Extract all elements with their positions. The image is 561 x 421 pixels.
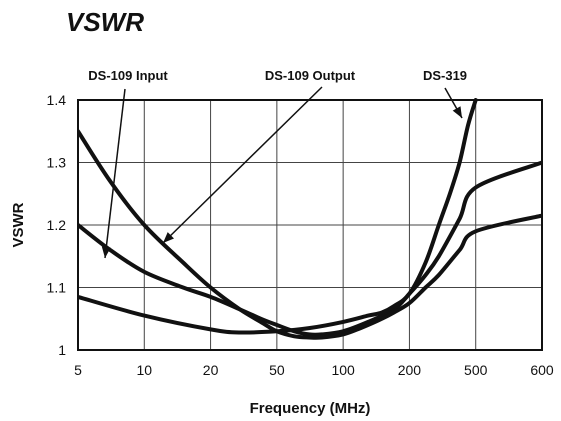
grid <box>78 100 542 350</box>
x-tick-label: 100 <box>331 362 355 378</box>
x-tick-label: 5 <box>74 362 82 378</box>
x-tick-label: 600 <box>530 362 554 378</box>
annotation-pointer <box>104 88 126 259</box>
x-axis-label: Frequency (MHz) <box>250 400 371 417</box>
x-tick-label: 10 <box>136 362 152 378</box>
x-tick-label: 20 <box>203 362 219 378</box>
plot-frame <box>77 99 543 351</box>
annotation-ds-109-input: DS-109 Input <box>88 68 168 83</box>
y-tick-label: 1.3 <box>47 155 67 171</box>
y-tick-label: 1 <box>58 342 66 358</box>
y-tick-label: 1.1 <box>47 280 67 296</box>
x-tick-label: 200 <box>398 362 422 378</box>
annotation-pointer <box>162 86 323 244</box>
annotation-ds-109-output: DS-109 Output <box>265 68 356 83</box>
annotation-ds-319: DS-319 <box>423 68 467 83</box>
arrowhead <box>101 246 111 258</box>
annotation-pointers <box>101 86 463 259</box>
chart-title: VSWR <box>66 7 144 37</box>
x-tick-label: 500 <box>464 362 488 378</box>
x-tick-label: 50 <box>269 362 285 378</box>
curves <box>78 98 542 340</box>
series-ds-109-output-line <box>78 129 542 340</box>
y-tick-labels: 1 1.1 1.2 1.3 1.4 <box>47 92 67 358</box>
x-tick-labels: 5 10 20 50 100 200 500 600 <box>74 362 554 378</box>
y-tick-label: 1.2 <box>47 217 67 233</box>
y-axis-label: VSWR <box>10 202 27 247</box>
series-ds-319-line <box>78 98 478 335</box>
arrowhead <box>452 106 462 118</box>
annotation-labels: DS-109 Input DS-109 Output DS-319 <box>88 68 467 83</box>
series-ds-109-input-line <box>78 160 542 337</box>
y-tick-label: 1.4 <box>47 92 67 108</box>
arrowhead <box>163 232 174 243</box>
